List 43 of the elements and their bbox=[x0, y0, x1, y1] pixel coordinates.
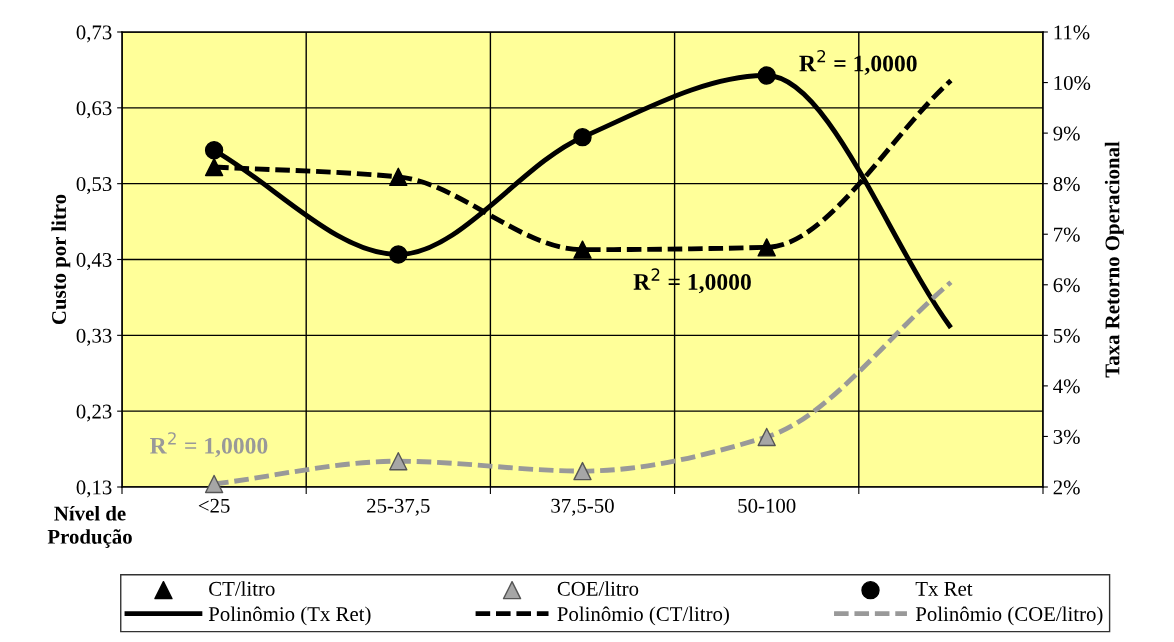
annotation: R$^{2}$ = 1,0000 bbox=[150, 432, 268, 458]
point bbox=[573, 461, 592, 481]
y2-tick-label: 5% bbox=[1053, 328, 1080, 343]
y2-tick-label: 11% bbox=[1054, 25, 1090, 40]
point bbox=[389, 245, 408, 264]
y-axis-title: Custo por litro bbox=[51, 194, 71, 325]
x-axis-title: Nível de Produção bbox=[47, 505, 132, 548]
legend-label: CT/litro bbox=[209, 581, 275, 596]
legend-label: Polinômio (Tx Ret) bbox=[208, 606, 371, 626]
y2-tick-label: 6% bbox=[1053, 278, 1080, 293]
y-tick-label: 0,73 bbox=[76, 25, 112, 43]
y-tick-label: 0,33 bbox=[76, 328, 112, 346]
point bbox=[204, 474, 224, 494]
legend-label: COE/litro bbox=[557, 581, 639, 596]
y-tick-label: 0,53 bbox=[76, 177, 112, 195]
y2-tick-label: 7% bbox=[1054, 227, 1080, 242]
point bbox=[757, 66, 776, 85]
legend-label: Polinômio (COE/litro) bbox=[915, 606, 1103, 626]
y2-tick-label: 10% bbox=[1054, 75, 1091, 91]
y2-tick-label: 9% bbox=[1053, 126, 1080, 141]
y-tick-label: 0,63 bbox=[76, 101, 112, 119]
y2-tick-label: 4% bbox=[1053, 379, 1080, 394]
x-tick-label: 37,5-50 bbox=[551, 498, 614, 516]
point bbox=[204, 157, 224, 177]
x-tick-label: 25-37,5 bbox=[367, 498, 430, 516]
y2-axis-title: Taxa Retorno Operacional bbox=[1104, 141, 1124, 378]
y-tick-label: 0,23 bbox=[76, 404, 112, 422]
point bbox=[389, 167, 408, 187]
point bbox=[204, 141, 224, 160]
point bbox=[757, 238, 776, 257]
y-tick-label: 0,43 bbox=[76, 252, 112, 270]
point bbox=[757, 427, 776, 447]
point bbox=[573, 240, 592, 259]
y2-tick-label: 2% bbox=[1053, 480, 1080, 495]
y-tick-label: 0,13 bbox=[76, 480, 112, 498]
x-tick-label: 50-100 bbox=[738, 498, 796, 513]
point bbox=[389, 452, 408, 471]
point bbox=[573, 127, 592, 147]
legend-label: Tx Ret bbox=[915, 581, 973, 596]
y2-tick-label: 3% bbox=[1053, 429, 1080, 444]
legend-label: Polinômio (CT/litro) bbox=[557, 606, 729, 626]
y2-tick-label: 8% bbox=[1053, 177, 1080, 192]
x-tick-label: <25 bbox=[198, 498, 230, 513]
